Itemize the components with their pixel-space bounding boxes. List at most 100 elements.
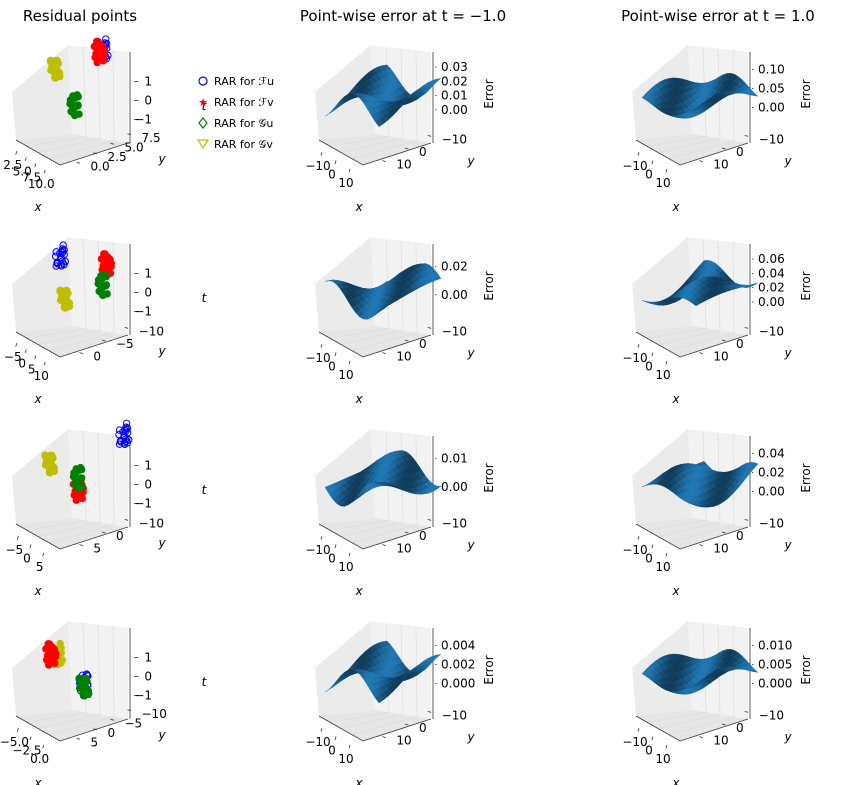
y-tick-label: 5	[91, 735, 99, 749]
x-tick	[651, 160, 654, 165]
axis-lines	[635, 331, 749, 358]
gridline	[37, 714, 101, 729]
x-tick	[43, 169, 46, 174]
z-tick-label: 0.00	[758, 101, 785, 115]
gridline	[351, 716, 418, 736]
scatter-point	[99, 291, 107, 300]
z-tick-label: 0.004	[441, 639, 475, 653]
scatter-point	[79, 688, 88, 696]
x-tick-label: 10	[34, 369, 49, 383]
z-axis-label: t	[202, 291, 208, 305]
y-tick-label: −10	[759, 708, 784, 722]
scatter-point	[75, 675, 83, 683]
cluster-G_u	[75, 674, 93, 700]
gridline	[351, 140, 418, 160]
z-axis-label: Error	[482, 79, 496, 108]
z-axis-label: t	[202, 99, 208, 113]
x-tick	[348, 360, 351, 365]
col-title-error-t-plus-1: Point-wise error at t = 1.0	[621, 7, 815, 25]
gridline	[112, 242, 115, 333]
y-tick-label: 0	[736, 337, 744, 351]
scatter-point	[97, 41, 105, 49]
x-tick	[29, 544, 32, 549]
gridline	[48, 716, 115, 736]
y-tick	[427, 134, 432, 137]
side-pane	[315, 429, 375, 524]
x-tick-label: 10	[655, 368, 670, 382]
cluster-G_u	[66, 91, 83, 120]
y-tick	[101, 339, 106, 342]
cluster-F_u	[51, 241, 69, 270]
gridline	[329, 711, 390, 723]
side-pane	[632, 237, 692, 332]
x-tick-label: 0	[645, 168, 653, 182]
y-tick-label: −10	[442, 516, 467, 530]
z-tick-label: 0.00	[441, 480, 468, 494]
x-tick	[637, 536, 640, 540]
y-axis-label: y	[466, 730, 475, 744]
y-axis-label: y	[783, 346, 792, 360]
gridline	[48, 140, 115, 160]
scatter-point	[120, 432, 129, 440]
gridline	[646, 711, 707, 723]
legend-label: RAR for 𝒢v	[214, 138, 273, 151]
scatter-point	[115, 440, 124, 448]
error-surface	[324, 640, 442, 704]
scatter-point	[60, 300, 69, 308]
x-axis-label: x	[33, 776, 42, 785]
gridline	[82, 46, 87, 137]
x-axis-label: x	[671, 200, 680, 214]
y-tick	[382, 736, 386, 739]
x-tick-label: 2.5	[3, 158, 22, 172]
x-tick	[15, 151, 18, 155]
gridline	[329, 135, 390, 147]
x-tick-label: 10.0	[28, 177, 55, 191]
z-tick-label: 0.01	[441, 89, 468, 103]
y-tick	[721, 147, 726, 150]
axis-lines	[318, 523, 432, 550]
scatter-point	[48, 654, 56, 663]
axis-lines	[635, 139, 749, 166]
x-tick-label: 10	[655, 752, 670, 766]
floor-pane	[319, 134, 431, 165]
x-tick	[665, 552, 668, 557]
floor-pane	[636, 710, 748, 741]
gridline	[657, 138, 721, 153]
scatter-point	[115, 430, 123, 439]
z-axis-label: Error	[799, 271, 813, 300]
y-tick	[110, 142, 115, 145]
gridline	[48, 332, 115, 352]
gridline	[26, 327, 87, 339]
gridline	[340, 138, 404, 153]
diamond-marker-icon	[198, 117, 208, 129]
z-tick-label: 0.04	[758, 447, 785, 461]
legend-label: RAR for 𝒢u	[214, 117, 273, 130]
scatter-point	[96, 279, 105, 288]
y-axis-label: y	[157, 152, 166, 166]
y-tick	[744, 518, 749, 521]
cluster-G_v	[56, 286, 74, 312]
x-axis-label: x	[33, 200, 42, 214]
axis-lines	[318, 139, 432, 166]
z-tick-label: 0.00	[758, 295, 785, 309]
y-axis-label: y	[466, 346, 475, 360]
x-tick	[29, 736, 32, 741]
scatter-point	[51, 252, 60, 261]
axis-lines	[635, 523, 749, 550]
y-tick-label: 5.0	[125, 140, 144, 154]
z-tick-label: 1	[144, 75, 152, 89]
x-tick-label: 10	[338, 368, 353, 382]
scatter-point	[104, 253, 112, 261]
gridline	[26, 711, 87, 723]
y-tick-label: 0	[736, 721, 744, 735]
y-tick	[721, 723, 726, 726]
x-tick	[320, 344, 323, 348]
x-tick-label: 10	[338, 176, 353, 190]
y-axis-label: y	[157, 728, 166, 742]
y-tick	[404, 531, 409, 534]
z-tick-label: 1	[144, 459, 152, 473]
x-tick-label: 0	[645, 360, 653, 374]
x-tick-label: 7.5	[22, 171, 41, 185]
